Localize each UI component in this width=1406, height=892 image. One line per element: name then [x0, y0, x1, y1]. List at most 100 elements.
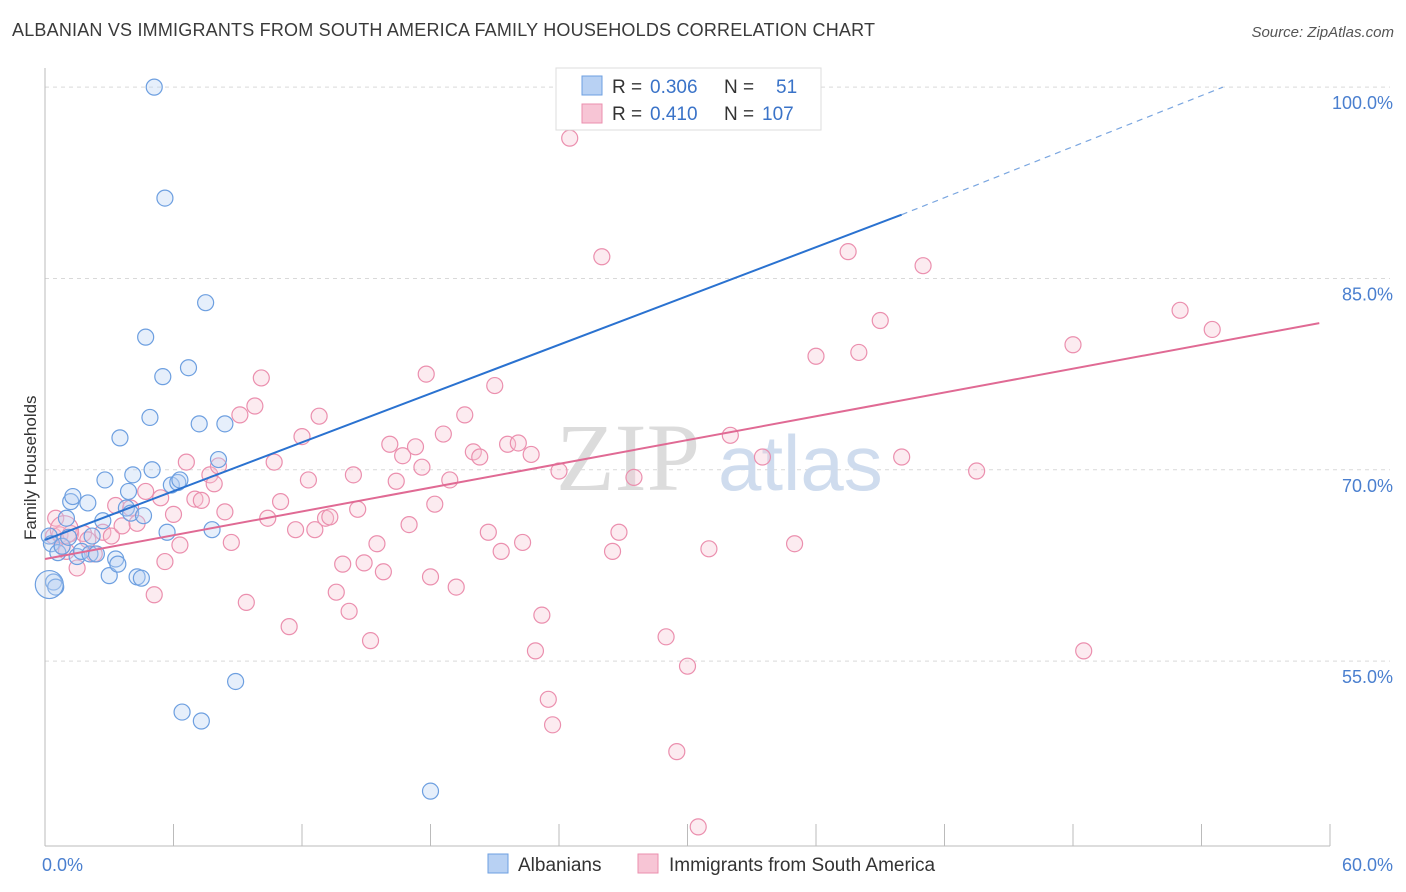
bottom-legend: Albanians Immigrants from South America [487, 853, 936, 876]
immigrants-point [689, 818, 707, 836]
albanians-point [143, 461, 161, 479]
immigrants-point [222, 533, 240, 552]
immigrants-point [753, 448, 772, 466]
chart-source: Source: ZipAtlas.com [1251, 24, 1394, 41]
immigrants-point [471, 448, 489, 466]
immigrants-point [177, 453, 195, 471]
immigrants-point [327, 583, 345, 601]
albanians-point [197, 294, 215, 312]
albanians-point [209, 450, 228, 469]
albanians-point [124, 466, 142, 484]
immigrants-point [237, 593, 255, 611]
bottom-legend-immigrants: Immigrants from South America [669, 855, 936, 876]
y-tick-label: 70.0% [1342, 476, 1393, 496]
immigrants-point [893, 448, 911, 466]
bottom-legend-swatch-immigrants [637, 853, 659, 874]
albanians-point [111, 429, 129, 447]
immigrants-point [610, 523, 628, 541]
immigrants-point [192, 491, 210, 509]
immigrants-point [231, 406, 249, 424]
legend-r-label-1: R = [612, 77, 642, 98]
immigrants-point [526, 642, 545, 660]
bottom-legend-swatch-albanians [487, 853, 509, 874]
immigrants-point [145, 586, 163, 604]
immigrants-point [137, 482, 155, 501]
albanians-point [192, 712, 210, 730]
immigrants-point [522, 445, 540, 464]
immigrants-point [368, 535, 386, 553]
legend-n-label-2: N = [724, 104, 754, 125]
immigrants-point [387, 472, 405, 490]
bottom-legend-albanians: Albanians [518, 855, 601, 876]
y-tick-labels: 100.0% 85.0% 70.0% 55.0% [1332, 93, 1393, 687]
immigrants-point [252, 369, 270, 387]
immigrants-point [280, 618, 298, 636]
immigrants-point [543, 716, 562, 734]
immigrants-point [721, 426, 739, 444]
immigrants-point [381, 435, 399, 453]
immigrants-point [447, 578, 465, 596]
albanians-point [109, 555, 127, 573]
y-tick-label: 85.0% [1342, 284, 1393, 304]
albanians-point [173, 703, 191, 721]
immigrants-point [374, 563, 392, 581]
immigrants-point [968, 462, 986, 480]
immigrants-point [914, 257, 932, 275]
immigrants-point [513, 533, 532, 552]
grid-lines [45, 86, 1390, 662]
immigrants-point [216, 503, 234, 521]
albanians-point [141, 408, 159, 427]
immigrants-point [492, 542, 510, 560]
immigrants-point [271, 493, 290, 511]
axes [44, 68, 1331, 847]
immigrants-point [657, 628, 675, 646]
albanians-point [57, 509, 76, 527]
immigrants-point [406, 438, 425, 456]
immigrants-point [171, 536, 189, 554]
immigrants-point [421, 568, 440, 586]
immigrants-point [785, 535, 804, 553]
immigrants-trend-line [44, 322, 1320, 561]
albanians-point [145, 78, 163, 96]
albanians-point [119, 482, 138, 501]
immigrants-point [850, 343, 868, 362]
immigrants-point [265, 453, 283, 471]
immigrants-point [417, 365, 435, 383]
immigrants-point [509, 434, 527, 452]
immigrants-point [400, 515, 418, 534]
albanians-point [134, 507, 153, 525]
immigrants-point [299, 471, 318, 489]
immigrants-point [349, 500, 367, 518]
immigrants-point [394, 447, 412, 465]
albanians-point [421, 782, 440, 800]
immigrants-point [310, 407, 328, 425]
albanians-point [47, 578, 65, 596]
immigrants-point [603, 542, 622, 560]
series-albanians-points [34, 78, 707, 800]
immigrants-point [456, 406, 474, 424]
immigrants-point [871, 311, 889, 330]
immigrants-point [678, 657, 697, 675]
immigrants-point [839, 243, 857, 261]
albanians-point [132, 569, 150, 587]
immigrants-point [321, 508, 339, 526]
albanians-point [190, 415, 208, 433]
immigrants-point [700, 540, 718, 558]
albanians-point [216, 415, 234, 433]
legend-r-label-2: R = [612, 104, 642, 125]
immigrants-point [306, 521, 324, 539]
x-tick-label: 0.0% [42, 855, 83, 875]
stats-legend: R = 0.306 N = 51 R = 0.410 N = 107 [555, 67, 822, 131]
immigrants-point [625, 468, 643, 487]
trend-lines [44, 86, 1320, 561]
legend-r-value-2: 0.410 [650, 104, 698, 125]
immigrants-point [668, 743, 686, 761]
immigrants-point [334, 555, 352, 573]
immigrants-point [486, 376, 504, 395]
chart-title: ALBANIAN VS IMMIGRANTS FROM SOUTH AMERIC… [12, 20, 876, 40]
albanians-point [179, 359, 198, 377]
albanians-point [96, 471, 114, 489]
immigrants-point [102, 527, 120, 545]
immigrants-point [1171, 301, 1189, 319]
